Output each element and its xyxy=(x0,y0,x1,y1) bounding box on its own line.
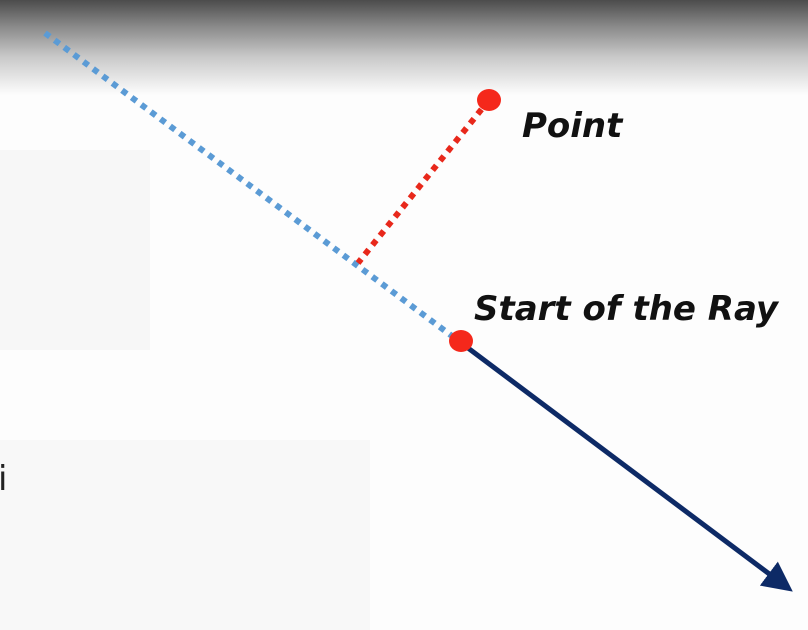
point-label: Point xyxy=(522,106,624,146)
ray-start-label: Start of the Ray xyxy=(474,289,780,329)
lower-shade xyxy=(0,440,370,630)
edge-glyph: i xyxy=(0,459,8,499)
ray-line xyxy=(458,340,793,592)
side-shade xyxy=(0,150,150,350)
ray-start-dot xyxy=(449,330,473,352)
top-shade xyxy=(0,0,808,95)
perpendicular-line xyxy=(355,98,492,265)
backward-extension-line xyxy=(43,30,462,345)
point-dot xyxy=(477,89,501,111)
